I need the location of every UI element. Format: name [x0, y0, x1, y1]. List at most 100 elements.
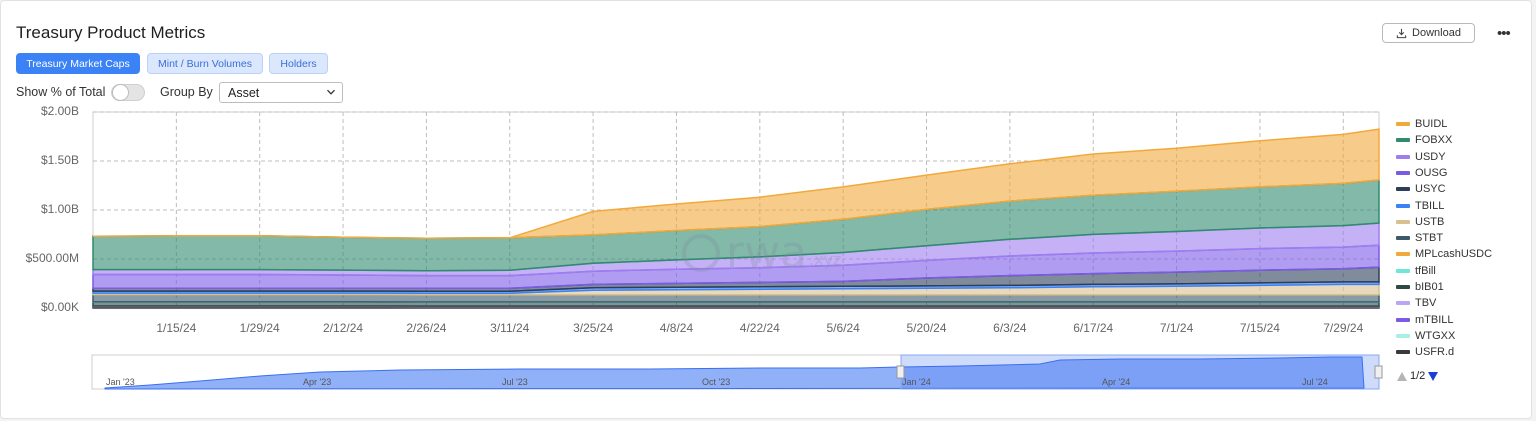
watermark-suffix: .xyz: [809, 250, 842, 269]
show-pct-label: Show % of Total: [16, 85, 106, 99]
legend-page: 1/2: [1410, 370, 1426, 382]
download-button[interactable]: Download: [1382, 23, 1475, 43]
legend-label: tfBill: [1415, 264, 1436, 277]
group-by-label: Group By: [160, 85, 213, 99]
legend-item-wtgxx[interactable]: WTGXX: [1396, 328, 1455, 344]
legend-item-usdy[interactable]: USDY: [1396, 149, 1446, 165]
page-down-icon[interactable]: [1428, 371, 1439, 381]
navigator-tick-label: Oct '23: [702, 377, 731, 387]
download-label: Download: [1412, 27, 1461, 39]
legend-item-usyc[interactable]: USYC: [1396, 181, 1446, 197]
legend-swatch: [1396, 138, 1410, 143]
watermark-text: rwa: [726, 227, 808, 278]
legend-swatch: [1396, 333, 1410, 338]
legend-swatch: [1396, 350, 1410, 355]
x-tick-label: 3/25/24: [573, 321, 614, 335]
group-by-select[interactable]: Asset: [219, 82, 343, 103]
navigator-tick-label: Apr '23: [303, 377, 332, 387]
legend-label: WTGXX: [1415, 329, 1456, 342]
page-up-icon[interactable]: [1397, 371, 1407, 381]
group-by-value: Asset: [228, 85, 260, 100]
legend-item-stbt[interactable]: STBT: [1396, 230, 1443, 246]
x-tick-label: 7/15/24: [1239, 321, 1280, 335]
x-tick-label: 4/8/24: [659, 321, 694, 335]
chevron-down-icon: [327, 89, 335, 95]
x-tick-label: 2/26/24: [406, 321, 447, 335]
legend-label: MPLcashUSDC: [1415, 248, 1493, 261]
navigator-tick-label: Jul '24: [1302, 377, 1328, 387]
legend-pager: 1/2: [1397, 370, 1439, 382]
legend-item-mplcashusdc[interactable]: MPLcashUSDC: [1396, 246, 1492, 262]
x-tick-label: 6/17/24: [1073, 321, 1114, 335]
legend-item-buidl[interactable]: BUIDL: [1396, 116, 1447, 132]
navigator-tick-label: Jan '24: [902, 377, 931, 387]
legend-item-mtbill[interactable]: mTBILL: [1396, 312, 1454, 328]
watermark: rwa .xyz: [682, 227, 841, 278]
y-tick-label: $2.00B: [40, 104, 79, 118]
legend-swatch: [1396, 301, 1410, 306]
legend-label: BUIDL: [1415, 118, 1448, 130]
navigator-handle-left[interactable]: [896, 365, 905, 379]
legend-swatch: [1396, 268, 1410, 273]
legend-label: TBILL: [1415, 199, 1445, 212]
navigator-tick-label: Apr '24: [1102, 377, 1131, 387]
legend-item-tbv[interactable]: TBV: [1396, 295, 1436, 311]
area-stbt: [92, 293, 1380, 303]
tab-treasury-market-caps[interactable]: Treasury Market Caps: [16, 53, 140, 74]
x-tick-label: 5/20/24: [906, 321, 947, 335]
show-pct-toggle[interactable]: [111, 84, 145, 101]
navigator-tick-label: Jul '23: [502, 377, 528, 387]
legend-item-tfbill[interactable]: tfBill: [1396, 263, 1436, 279]
legend-label: bIB01: [1415, 281, 1444, 293]
legend-swatch: [1396, 285, 1410, 289]
legend-swatch: [1396, 219, 1410, 224]
x-tick-label: 4/22/24: [739, 321, 780, 335]
navigator-area: [104, 356, 1365, 390]
legend-swatch: [1396, 203, 1410, 208]
x-tick-label: 2/12/24: [323, 321, 364, 335]
legend-swatch: [1396, 154, 1410, 159]
x-tick-label: 7/29/24: [1323, 321, 1364, 335]
tab-mint-burn-volumes[interactable]: Mint / Burn Volumes: [147, 53, 263, 74]
legend-label: STBT: [1415, 232, 1444, 245]
legend-label: USDY: [1415, 150, 1446, 163]
y-tick-label: $500.00M: [25, 251, 79, 265]
legend-label: TBV: [1415, 297, 1437, 310]
legend-item-ousg[interactable]: OUSG: [1396, 165, 1447, 181]
legend-label: USTB: [1415, 215, 1445, 228]
y-tick-label: $0.00K: [40, 300, 79, 314]
legend-item-ustb[interactable]: USTB: [1396, 214, 1444, 230]
legend-item-bib01[interactable]: bIB01: [1396, 279, 1444, 295]
x-tick-label: 7/1/24: [1159, 321, 1194, 335]
x-tick-label: 5/6/24: [826, 321, 860, 335]
legend-label: OUSG: [1415, 166, 1448, 179]
legend-label: FOBXX: [1415, 134, 1453, 147]
legend-label: USYC: [1415, 183, 1446, 196]
x-tick-label: 6/3/24: [993, 321, 1027, 335]
y-tick-label: $1.00B: [40, 202, 79, 216]
legend-swatch: [1396, 170, 1410, 175]
more-options-icon[interactable]: •••: [1497, 25, 1511, 42]
legend-swatch: [1396, 252, 1410, 257]
x-tick-label: 1/15/24: [156, 321, 197, 335]
legend-label: mTBILL: [1415, 313, 1454, 326]
legend-swatch: [1396, 236, 1410, 241]
x-tick-label: 1/29/24: [239, 321, 280, 335]
globe-icon: [682, 233, 720, 272]
legend-swatch: [1396, 122, 1410, 126]
navigator-handle-right[interactable]: [1374, 365, 1383, 379]
x-tick-label: 3/11/24: [490, 321, 530, 335]
y-tick-label: $1.50B: [40, 153, 79, 167]
navigator-tick-label: Jan '23: [106, 377, 135, 387]
legend-swatch: [1396, 187, 1410, 192]
area-buidl: [92, 128, 1380, 240]
download-icon: [1396, 28, 1407, 38]
legend-item-tbill[interactable]: TBILL: [1396, 198, 1444, 214]
tab-holders[interactable]: Holders: [269, 53, 328, 74]
page-title: Treasury Product Metrics: [16, 23, 206, 42]
legend-label: USFR.d: [1415, 346, 1455, 359]
legend-item-usfr-d[interactable]: USFR.d: [1396, 344, 1454, 360]
legend-item-fobxx[interactable]: FOBXX: [1396, 132, 1452, 148]
toggle-knob: [112, 84, 129, 101]
